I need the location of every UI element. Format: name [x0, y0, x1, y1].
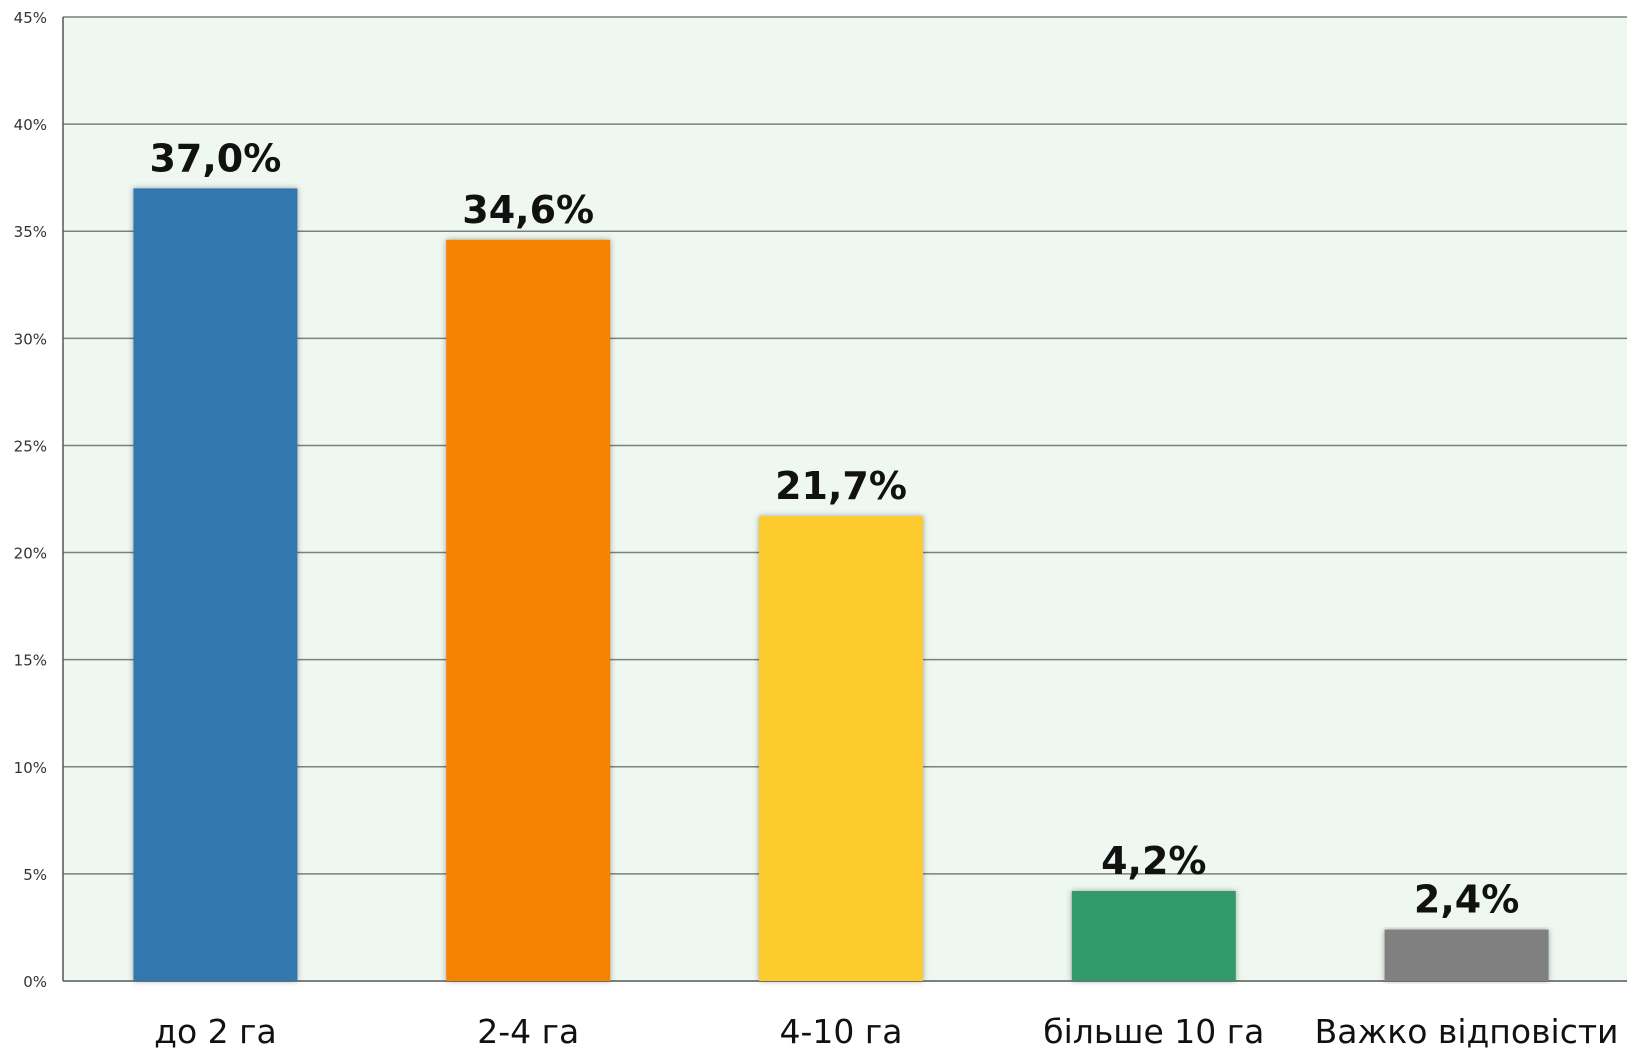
x-tick-label: 2-4 га: [477, 1012, 579, 1049]
y-tick-label: 15%: [14, 652, 47, 670]
bar: [1071, 891, 1236, 981]
y-tick-label: 45%: [14, 9, 47, 27]
x-tick-label: більше 10 га: [1043, 1012, 1264, 1049]
bar: [1384, 929, 1549, 981]
y-tick-label: 35%: [14, 223, 47, 241]
x-tick-label: Важко відповісти: [1315, 1012, 1619, 1049]
y-tick-label: 10%: [14, 759, 47, 777]
y-tick-label: 25%: [14, 437, 47, 455]
x-tick-label: 4-10 га: [780, 1012, 903, 1049]
data-labels: 37,0% 34,6% 21,7% 4,2% 2,4%: [149, 136, 1519, 921]
x-axis-tick-labels: до 2 га 2-4 га 4-10 га більше 10 га Важко ві…: [154, 1012, 1618, 1049]
data-label: 4,2%: [1101, 839, 1206, 883]
x-tick-label: до 2 га: [154, 1012, 277, 1049]
y-tick-label: 30%: [14, 330, 47, 348]
bar: [133, 188, 298, 981]
data-label: 21,7%: [775, 464, 907, 508]
data-label: 34,6%: [462, 188, 594, 232]
y-tick-label: 20%: [14, 545, 47, 563]
data-label: 2,4%: [1414, 878, 1519, 922]
y-tick-label: 40%: [14, 116, 47, 134]
y-tick-label: 5%: [23, 866, 47, 884]
y-axis-tick-labels: 0% 5% 10% 15% 20% 25% 30% 35% 40% 45%: [14, 9, 47, 991]
bar: [759, 516, 923, 981]
y-tick-label: 0%: [23, 973, 47, 991]
bars: [133, 188, 1549, 981]
data-label: 37,0%: [149, 136, 281, 180]
bar: [446, 239, 611, 981]
